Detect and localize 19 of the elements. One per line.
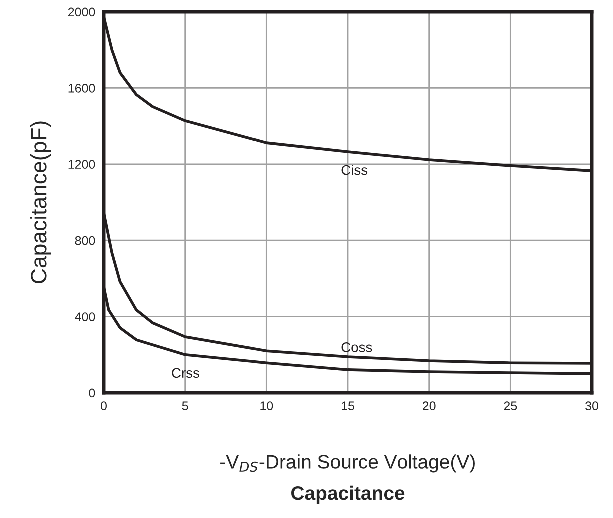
x-tick-label: 15 [342,402,354,411]
series-label: Crss [172,368,200,378]
series-label: Coss [342,342,372,352]
series-label: Ciss [342,164,368,176]
y-tick-label: 1200 [68,160,96,170]
x-tick-label: 0 [101,402,107,411]
x-tick-label: 5 [182,402,188,411]
y-tick-label: 800 [75,236,96,246]
y-tick-label: 1600 [68,84,96,93]
x-tick-label: 20 [423,402,436,411]
y-tick-label: 2000 [68,8,96,17]
x-tick-label: 25 [504,402,518,411]
x-tick-label: 10 [260,402,274,411]
x-tick-label: 30 [586,402,598,411]
text: Capacitance [292,486,405,504]
y-tick-label: 400 [75,312,96,322]
y-axis-title: Capacitance(pF) [30,122,52,284]
x-axis-title: -V$_{DS}$-Drain Source Voltage(V) [220,454,475,473]
y-tick-label: 0 [89,388,96,398]
